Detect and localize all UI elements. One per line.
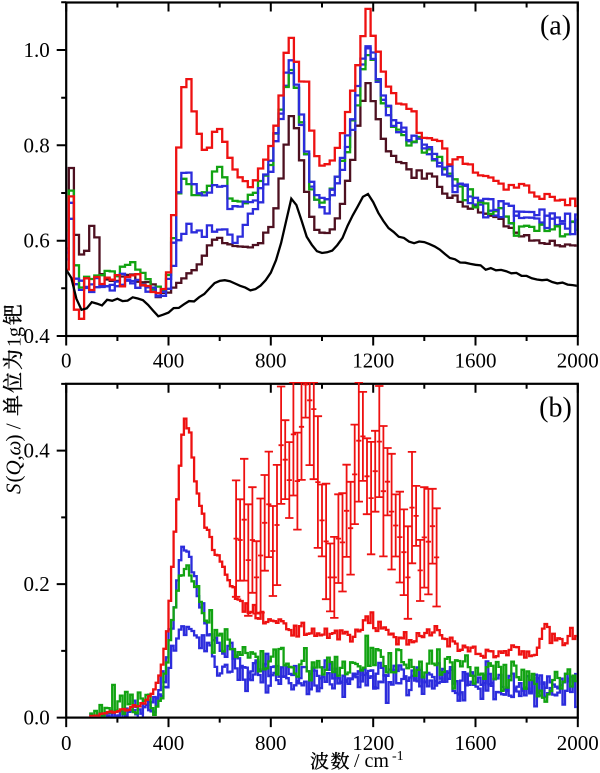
svg-text:0: 0 xyxy=(61,731,72,755)
svg-text:,: , xyxy=(2,455,26,460)
svg-text:0.2: 0.2 xyxy=(23,572,49,596)
svg-text:Q: Q xyxy=(2,460,26,475)
svg-text:-1: -1 xyxy=(392,749,404,764)
svg-text:1g: 1g xyxy=(4,327,26,347)
svg-text:0: 0 xyxy=(61,349,72,373)
svg-text:0.4: 0.4 xyxy=(23,439,50,463)
svg-text:(: ( xyxy=(2,476,26,483)
svg-text:S: S xyxy=(2,483,26,494)
svg-text:400: 400 xyxy=(153,349,185,373)
svg-text:800: 800 xyxy=(255,349,287,373)
svg-text:1.0: 1.0 xyxy=(23,38,49,62)
svg-text:) /: ) / xyxy=(2,423,26,441)
svg-text:400: 400 xyxy=(153,731,185,755)
svg-text:(b): (b) xyxy=(539,393,572,424)
svg-text:0.6: 0.6 xyxy=(23,229,49,253)
svg-text:1200: 1200 xyxy=(352,349,394,373)
svg-text:1600: 1600 xyxy=(455,349,497,373)
svg-text:800: 800 xyxy=(255,731,287,755)
svg-text:2000: 2000 xyxy=(557,731,599,755)
svg-text:2000: 2000 xyxy=(557,349,599,373)
svg-text:0.4: 0.4 xyxy=(23,324,50,348)
svg-text:0.0: 0.0 xyxy=(23,706,49,730)
svg-text:1200: 1200 xyxy=(352,731,394,755)
svg-text:ω: ω xyxy=(2,441,26,456)
svg-text:/ cm: / cm xyxy=(354,750,389,772)
svg-text:0.8: 0.8 xyxy=(23,133,49,157)
svg-text:(a): (a) xyxy=(540,11,571,42)
svg-text:1600: 1600 xyxy=(455,731,497,755)
